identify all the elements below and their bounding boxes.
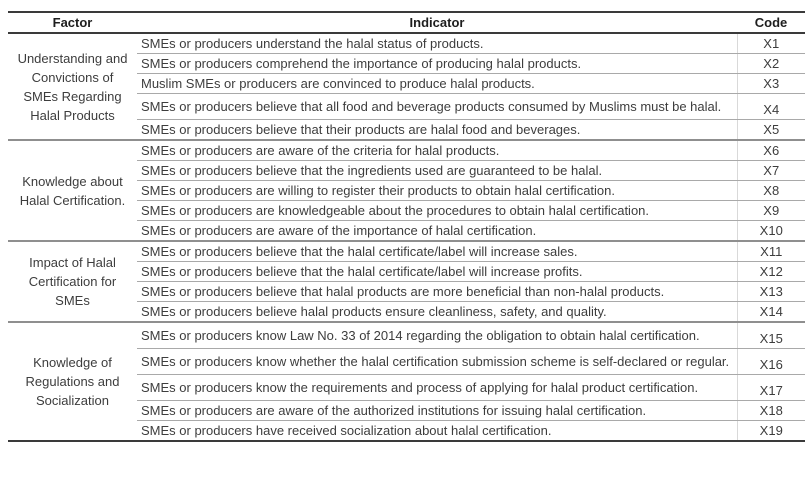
indicator-cell: SMEs or producers are aware of the autho… [137, 400, 737, 421]
table-row: Knowledge about Halal Certification. SME… [8, 140, 805, 242]
factor-cell: Knowledge about Halal Certification. [8, 140, 137, 242]
factor-line: Impact of Halal [29, 255, 116, 270]
code-cell: X6 [736, 140, 805, 161]
code-cell: X3 [736, 73, 805, 94]
factor-line: Regulations and [25, 374, 120, 389]
indicator-table: Factor Indicator Code Understanding and … [8, 11, 805, 442]
code-cell: X16 [736, 348, 805, 375]
table-row: SMEs or producers believe that their pro… [8, 119, 805, 141]
column-header-code: Code [737, 12, 805, 34]
code-cell: X18 [736, 400, 805, 421]
indicator-cell: SMEs or producers are willing to registe… [137, 180, 737, 201]
factor-line: Halal Certification. [19, 192, 126, 208]
code-cell: X17 [736, 374, 805, 401]
table-row: SMEs or producers believe that halal pro… [8, 281, 805, 302]
header-row: Factor Indicator Code [8, 12, 805, 34]
code-cell: X7 [736, 160, 805, 181]
indicator-cell: Muslim SMEs or producers are convinced t… [137, 73, 737, 94]
table-row: SMEs or producers comprehend the importa… [8, 53, 805, 74]
code-cell: X4 [736, 93, 805, 120]
indicator-cell: SMEs or producers know whether the halal… [137, 348, 737, 375]
factor-cell: Understanding and Convictions of SMEs Re… [8, 33, 137, 141]
factor-line: Halal Products [30, 107, 115, 123]
indicator-cell: SMEs or producers know the requirements … [137, 374, 737, 401]
indicator-cell: SMEs or producers know Law No. 33 of 201… [137, 322, 737, 349]
table-row: SMEs or producers are willing to registe… [8, 180, 805, 201]
factor-line: SMEs Regarding [23, 88, 122, 104]
factor-line: Socialization [36, 393, 109, 408]
code-cell: X1 [736, 33, 805, 54]
indicator-cell: SMEs or producers are knowledgeable abou… [137, 200, 737, 221]
factor-cell: Knowledge of Regulations and Socializati… [8, 322, 137, 441]
indicator-cell: SMEs or producers understand the halal s… [137, 33, 737, 54]
factor-line: Knowledge of [33, 355, 112, 370]
code-cell: X9 [736, 200, 805, 221]
factor-line: Understanding and [17, 50, 128, 66]
table-row: SMEs or producers believe halal products… [8, 301, 805, 323]
table-row: SMEs or producers know the requirements … [8, 374, 805, 401]
indicator-cell: SMEs or producers are aware of the crite… [137, 140, 737, 161]
indicator-cell: SMEs or producers are aware of the impor… [137, 220, 737, 242]
code-cell: X8 [736, 180, 805, 201]
table-row: SMEs or producers are aware of the autho… [8, 400, 805, 421]
code-cell: X5 [736, 119, 805, 141]
indicator-cell: SMEs or producers believe that the halal… [137, 241, 737, 262]
table-row: SMEs or producers believe that the halal… [8, 261, 805, 282]
factor-line: SMEs [55, 293, 90, 308]
indicator-cell: SMEs or producers have received socializ… [141, 423, 552, 438]
indicator-cell: SMEs or producers believe that halal pro… [137, 281, 737, 302]
indicator-cell: SMEs or producers comprehend the importa… [137, 53, 737, 74]
code-cell: X19 [736, 420, 805, 441]
table-row: Muslim SMEs or producers are convinced t… [8, 73, 805, 94]
table-row: SMEs or producers have received socializ… [8, 420, 805, 441]
indicator-cell: SMEs or producers believe halal products… [137, 301, 737, 323]
factor-line: Convictions of [31, 69, 114, 85]
factor-line: Knowledge about [22, 173, 123, 189]
table-row: Knowledge of Regulations and Socializati… [8, 322, 805, 408]
indicator-cell: SMEs or producers believe that the ingre… [137, 160, 737, 181]
table-row: Impact of Halal Certification for SMEs S… [8, 241, 805, 323]
factor-cell: Impact of Halal Certification for SMEs [8, 241, 137, 323]
code-cell: X14 [736, 301, 805, 323]
indicator-cell: SMEs or producers believe that all food … [137, 93, 737, 120]
code-cell: X2 [736, 53, 805, 74]
table-row: SMEs or producers believe that the ingre… [8, 160, 805, 181]
code-cell: X10 [736, 220, 805, 242]
column-header-factor: Factor [8, 12, 137, 34]
table-row: SMEs or producers are knowledgeable abou… [8, 200, 805, 221]
indicator-cell: SMEs or producers believe that the halal… [137, 261, 737, 282]
code-cell: X12 [736, 261, 805, 282]
factor-line: Certification for [28, 274, 117, 289]
table-row: SMEs or producers know whether the halal… [8, 348, 805, 375]
table-row: Understanding and Convictions of SMEs Re… [8, 33, 805, 141]
table-row: SMEs or producers are aware of the impor… [8, 220, 805, 242]
indicator-cell: SMEs or producers believe that their pro… [137, 119, 737, 141]
table-row: SMEs or producers believe that all food … [8, 93, 805, 120]
code-cell: X13 [736, 281, 805, 302]
code-cell: X15 [736, 322, 805, 349]
column-header-indicator: Indicator [137, 12, 737, 34]
code-cell: X11 [736, 241, 805, 262]
